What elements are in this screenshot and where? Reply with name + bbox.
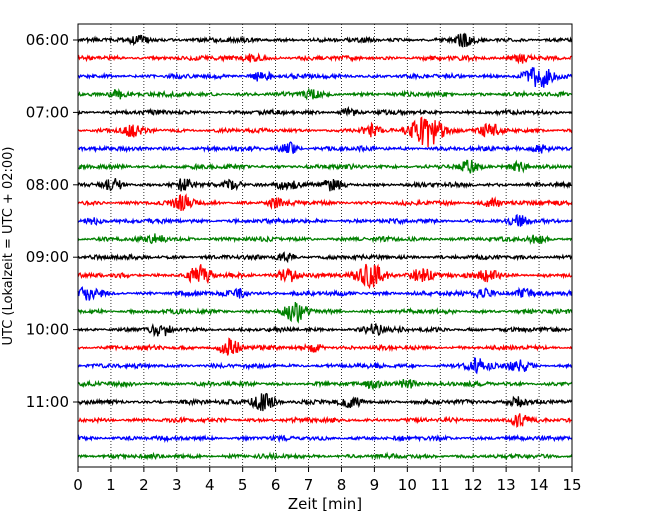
y-ticks: 06:00 07:00 08:00 09:00 10:00 11:00 [26,31,78,411]
y-axis-label: UTC (Lokalzeit = UTC + 02:00) [1,147,16,346]
x-tick-label: 5 [238,476,248,494]
trace-line [77,413,573,428]
x-tick-label: 3 [172,476,182,494]
x-tick-label: 14 [530,476,549,494]
trace-line [77,141,573,154]
trace-line [77,337,573,356]
x-tick-label: 7 [304,476,314,494]
trace-line [77,233,573,245]
y-tick-label: 07:00 [26,103,69,121]
y-tick-label: 06:00 [26,31,69,49]
x-tick-label: 6 [271,476,281,494]
x-tick-label: 4 [205,476,215,494]
trace-line [77,116,573,148]
trace-line [77,433,573,444]
x-tick-label: 11 [431,476,450,494]
x-tick-label: 0 [73,476,83,494]
trace-line [77,301,573,324]
grid-lines [110,24,540,467]
seismic-traces [77,32,573,461]
trace-line [77,67,573,88]
trace-line [77,263,573,290]
trace-line [77,159,573,174]
y-tick-label: 10:00 [26,321,69,339]
trace-line [77,213,573,227]
x-tick-label: 9 [370,476,380,494]
trace-line [77,451,573,461]
x-tick-label: 2 [139,476,149,494]
trace-line [77,105,573,117]
trace-line [77,379,573,391]
trace-line [77,178,573,192]
x-tick-label: 13 [497,476,516,494]
x-axis-label: Zeit [min] [288,495,362,513]
trace-line [77,193,573,212]
plot-frame [77,23,573,468]
x-tick-label: 8 [337,476,347,494]
trace-line [77,286,573,301]
x-ticks: 0 1 2 3 4 5 6 7 8 9 10 11 12 13 14 15 [73,467,582,494]
y-tick-label: 11:00 [26,393,69,411]
trace-line [77,357,573,375]
trace-line [77,52,573,65]
trace-line [77,251,573,264]
trace-line [77,392,573,412]
trace-line [77,323,573,338]
y-tick-label: 09:00 [26,248,69,266]
x-tick-label: 10 [398,476,417,494]
y-tick-label: 08:00 [26,176,69,194]
x-tick-label: 15 [562,476,581,494]
x-tick-label: 1 [106,476,116,494]
x-tick-label: 12 [464,476,483,494]
trace-line [77,87,573,101]
trace-line [77,32,573,48]
